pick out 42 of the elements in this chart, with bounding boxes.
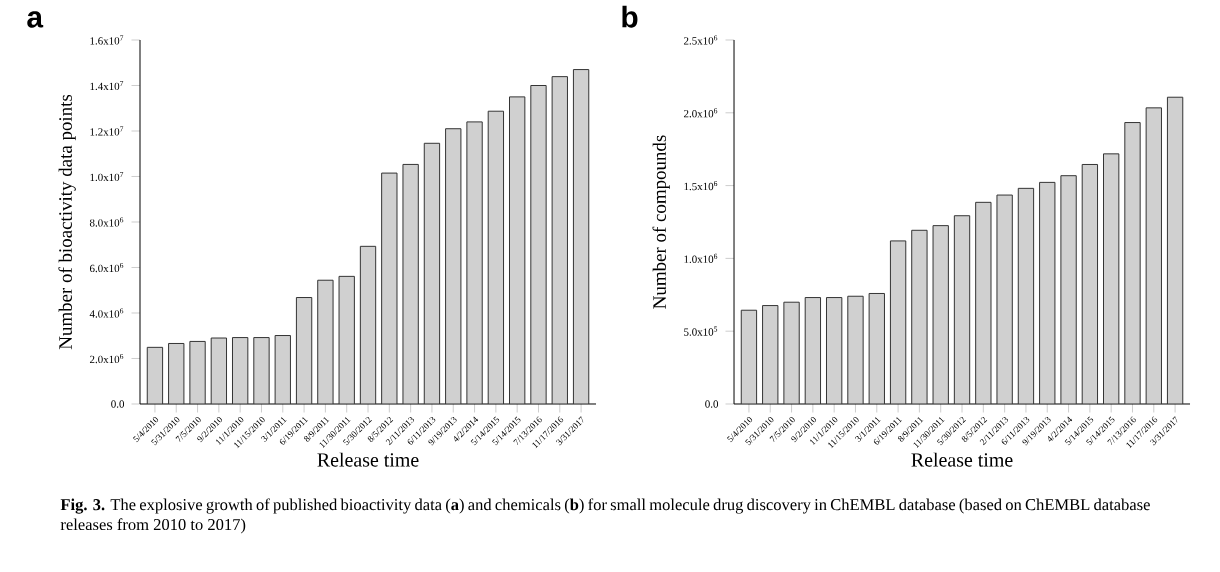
y-axis-title: Number of compounds <box>652 135 670 309</box>
chart-title: a <box>27 11 44 28</box>
bar <box>530 85 547 404</box>
bar <box>911 229 928 404</box>
bar <box>359 245 377 404</box>
bar <box>572 69 590 404</box>
bar <box>868 292 885 404</box>
bar <box>509 96 526 404</box>
bar <box>1017 187 1035 404</box>
bar <box>996 194 1013 404</box>
bar <box>762 305 779 404</box>
x-axis-title: Release time <box>911 452 1013 467</box>
bar <box>953 215 971 404</box>
bar <box>1081 163 1099 404</box>
bar <box>551 76 568 404</box>
bar <box>487 110 505 404</box>
bar <box>466 121 483 404</box>
bar <box>889 240 907 404</box>
bar <box>423 142 441 404</box>
bar <box>975 201 992 404</box>
bar <box>1124 122 1141 404</box>
bar <box>1060 175 1077 404</box>
text: Fig. 3. The explosive growth of published bioactivity data (a) and chemicals (b) for small molecule drug discovery in ChEMBL database (based on ChEMBL database releases from 2010 to 2017) <box>60 498 1150 534</box>
bar <box>804 297 822 404</box>
x-axis-title: Release time <box>317 452 419 467</box>
bar <box>783 301 800 404</box>
chart-title: b <box>622 5 638 28</box>
bar <box>445 128 462 404</box>
bar <box>1039 181 1056 404</box>
bar <box>295 297 313 404</box>
bar <box>932 225 949 404</box>
bar <box>740 309 758 404</box>
bar <box>1166 96 1184 404</box>
bar <box>825 297 843 404</box>
bar <box>1103 153 1120 404</box>
bar <box>317 279 334 404</box>
y-axis-title: Number of bioactivity data points <box>58 94 76 350</box>
bar <box>402 163 419 404</box>
bar <box>1145 107 1162 404</box>
bar <box>381 172 398 404</box>
bar <box>847 295 864 404</box>
bar <box>338 275 355 404</box>
